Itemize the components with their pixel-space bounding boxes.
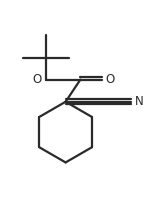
Text: O: O [33, 73, 42, 86]
Text: O: O [106, 73, 115, 86]
Text: N: N [135, 95, 144, 108]
